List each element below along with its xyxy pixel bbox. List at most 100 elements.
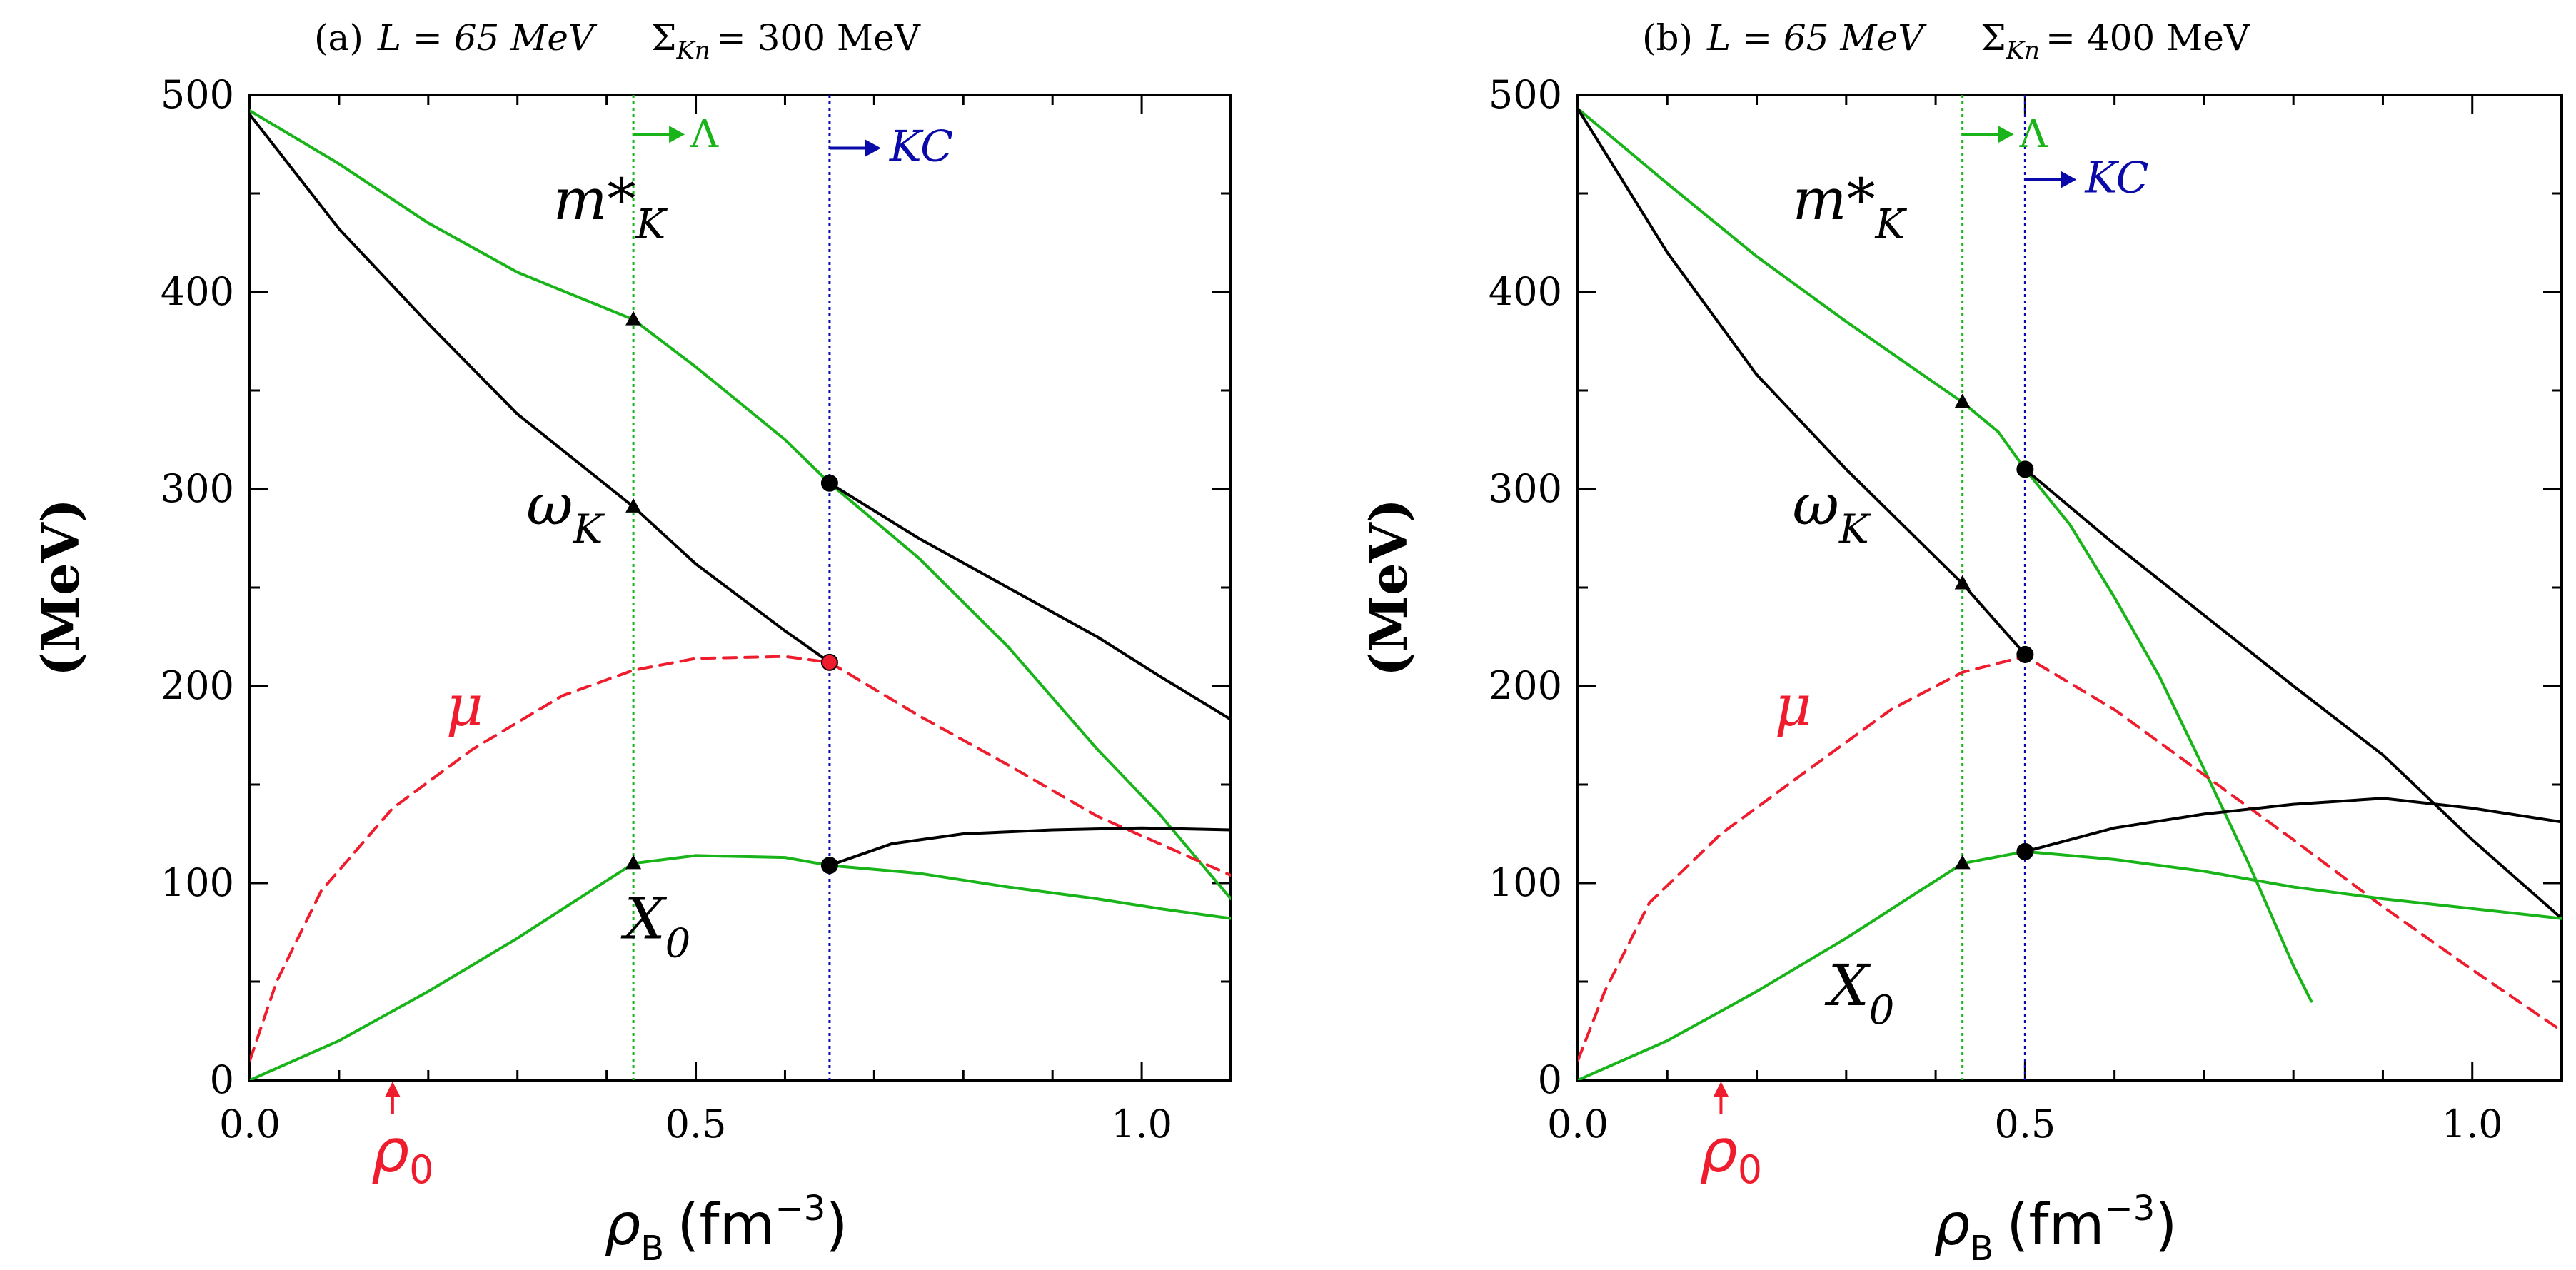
marker-triangle bbox=[1954, 393, 1971, 408]
chart-panel-a: (a) L = 65 MeV ΣKn = 300 MeV(MeV)ρB (fm−3)0.… bbox=[30, 17, 1232, 1269]
sigma-symbol: Σ bbox=[1981, 17, 2006, 59]
series-X0_black bbox=[827, 826, 1231, 867]
curve-label-text: μ bbox=[446, 672, 483, 739]
kc-arrow-head bbox=[865, 139, 881, 157]
y-tick-label: 400 bbox=[1489, 269, 1562, 314]
kc-arrow-head bbox=[2061, 171, 2077, 188]
x-label-exp: −3 bbox=[2105, 1189, 2155, 1229]
y-tick-label: 300 bbox=[161, 466, 234, 511]
kc-label: KC bbox=[889, 122, 953, 172]
curve-label-sub: K bbox=[1875, 201, 1908, 248]
title-l-value: L = 65 MeV bbox=[377, 17, 598, 59]
series-mu_red bbox=[250, 655, 1231, 1062]
curve-label-mu: μ bbox=[1775, 672, 1812, 739]
rho0-arrow-head bbox=[384, 1082, 401, 1097]
marker-circle bbox=[820, 857, 838, 875]
y-tick-label: 0 bbox=[210, 1057, 234, 1102]
x-tick-label: 1.0 bbox=[2442, 1102, 2503, 1146]
y-tick-label: 500 bbox=[1489, 72, 1562, 117]
y-tick-label: 100 bbox=[1489, 860, 1562, 905]
series-X0_black bbox=[2023, 797, 2562, 853]
curve-label-sub: K bbox=[635, 201, 668, 248]
curve-label-text: ω bbox=[526, 472, 573, 538]
rho0-arrow-head bbox=[1713, 1082, 1729, 1097]
x-tick-label: 1.0 bbox=[1111, 1102, 1172, 1146]
chart-title: (b) L = 65 MeV ΣKn = 400 MeV bbox=[1642, 17, 2250, 65]
x-label-unit: (fm bbox=[677, 1191, 775, 1258]
x-axis-label: ρB (fm−3) bbox=[1933, 1189, 2177, 1269]
x-label-unit: (fm bbox=[2006, 1191, 2104, 1258]
series-X0_green bbox=[1578, 850, 2562, 1080]
rho0-label: ρ0 bbox=[1699, 1116, 1762, 1192]
plot-area bbox=[1578, 95, 2562, 1080]
curve-label-sub: 0 bbox=[665, 920, 691, 967]
y-tick-label: 100 bbox=[161, 860, 234, 905]
rho0-symbol: ρ bbox=[1699, 1116, 1737, 1186]
marker-circle bbox=[2016, 460, 2034, 478]
plot-frame bbox=[248, 94, 1232, 1082]
marker-circle bbox=[2016, 842, 2034, 860]
curve-label-text: X bbox=[620, 885, 668, 952]
plot-frame bbox=[1576, 94, 2563, 1082]
panel-label: (b) bbox=[1642, 17, 1693, 59]
marker-triangle bbox=[625, 311, 642, 326]
curve-label-mu: μ bbox=[446, 672, 483, 739]
curve-label-X0: X0 bbox=[1824, 952, 1895, 1034]
x-label-close: ) bbox=[825, 1191, 847, 1258]
series-X0_green bbox=[250, 854, 1231, 1080]
marker-circle bbox=[820, 653, 838, 671]
chart-panel-b: (b) L = 65 MeV ΣKn = 400 MeV (MeV) ρB (fm−3) 0.… bbox=[1358, 17, 2563, 1269]
curve-label-wK: ωK bbox=[526, 472, 605, 553]
y-tick-label: 300 bbox=[1489, 466, 1562, 511]
x-tick-label: 0.0 bbox=[219, 1102, 281, 1146]
curve-label-mK: m*K bbox=[1793, 166, 1908, 248]
curve-label-X0: X0 bbox=[620, 885, 691, 967]
y-tick-label: 400 bbox=[161, 269, 234, 314]
x-label-rho: ρ bbox=[1933, 1191, 1970, 1258]
series-wK_black bbox=[250, 113, 831, 664]
series-wK_black_kc bbox=[2023, 468, 2562, 920]
x-axis-label: ρB (fm−3) bbox=[604, 1189, 847, 1269]
y-axis-label: (MeV) bbox=[30, 498, 91, 677]
y-tick-label: 200 bbox=[1489, 663, 1562, 708]
rho0-symbol: ρ bbox=[371, 1116, 409, 1186]
curve-label-text: m* bbox=[553, 166, 636, 233]
y-tick-label: 0 bbox=[1538, 1057, 1562, 1102]
kc-label: KC bbox=[2084, 153, 2148, 203]
rho0-subscript: 0 bbox=[1738, 1147, 1762, 1192]
series-mK_green bbox=[250, 109, 1231, 901]
curve-label-sub: 0 bbox=[1869, 987, 1895, 1034]
marker-circle bbox=[2016, 645, 2034, 663]
rho0-subscript: 0 bbox=[409, 1147, 433, 1192]
curve-label-sub: K bbox=[572, 507, 605, 553]
x-label-exp: −3 bbox=[775, 1189, 826, 1229]
series-wK_black bbox=[1578, 107, 2027, 656]
marker-triangle bbox=[625, 498, 642, 513]
lambda-label: Λ bbox=[690, 111, 719, 156]
sigma-subscript: Kn bbox=[675, 36, 710, 65]
y-tick-label: 200 bbox=[161, 663, 234, 708]
series-wK_black_kc bbox=[827, 481, 1231, 721]
marker-triangle bbox=[1954, 855, 1971, 870]
title-l-value: L = 65 MeV bbox=[1706, 17, 1927, 59]
x-label-close: ) bbox=[2155, 1191, 2177, 1258]
x-tick-label: 0.5 bbox=[665, 1102, 727, 1146]
title-sigma-value: = 300 MeV bbox=[716, 17, 921, 59]
curve-label-text: X bbox=[1824, 952, 1871, 1019]
x-tick-label: 0.5 bbox=[1994, 1102, 2056, 1146]
y-tick-label: 500 bbox=[161, 72, 234, 117]
rho0-label: ρ0 bbox=[371, 1116, 434, 1192]
sigma-subscript: Kn bbox=[2006, 36, 2040, 65]
plot-area bbox=[250, 95, 1231, 1080]
curve-label-text: μ bbox=[1775, 672, 1812, 739]
x-tick-label: 0.0 bbox=[1547, 1102, 1609, 1146]
marker-circle bbox=[820, 474, 838, 492]
chart-title: (a) L = 65 MeV ΣKn = 300 MeV bbox=[314, 17, 921, 65]
curve-label-text: m* bbox=[1793, 166, 1876, 233]
title-sigma-value: = 400 MeV bbox=[2046, 17, 2250, 59]
y-axis-label: (MeV) bbox=[1358, 498, 1419, 677]
x-label-sub: B bbox=[640, 1229, 664, 1269]
marker-triangle bbox=[625, 855, 642, 870]
x-label-rho: ρ bbox=[604, 1191, 640, 1258]
